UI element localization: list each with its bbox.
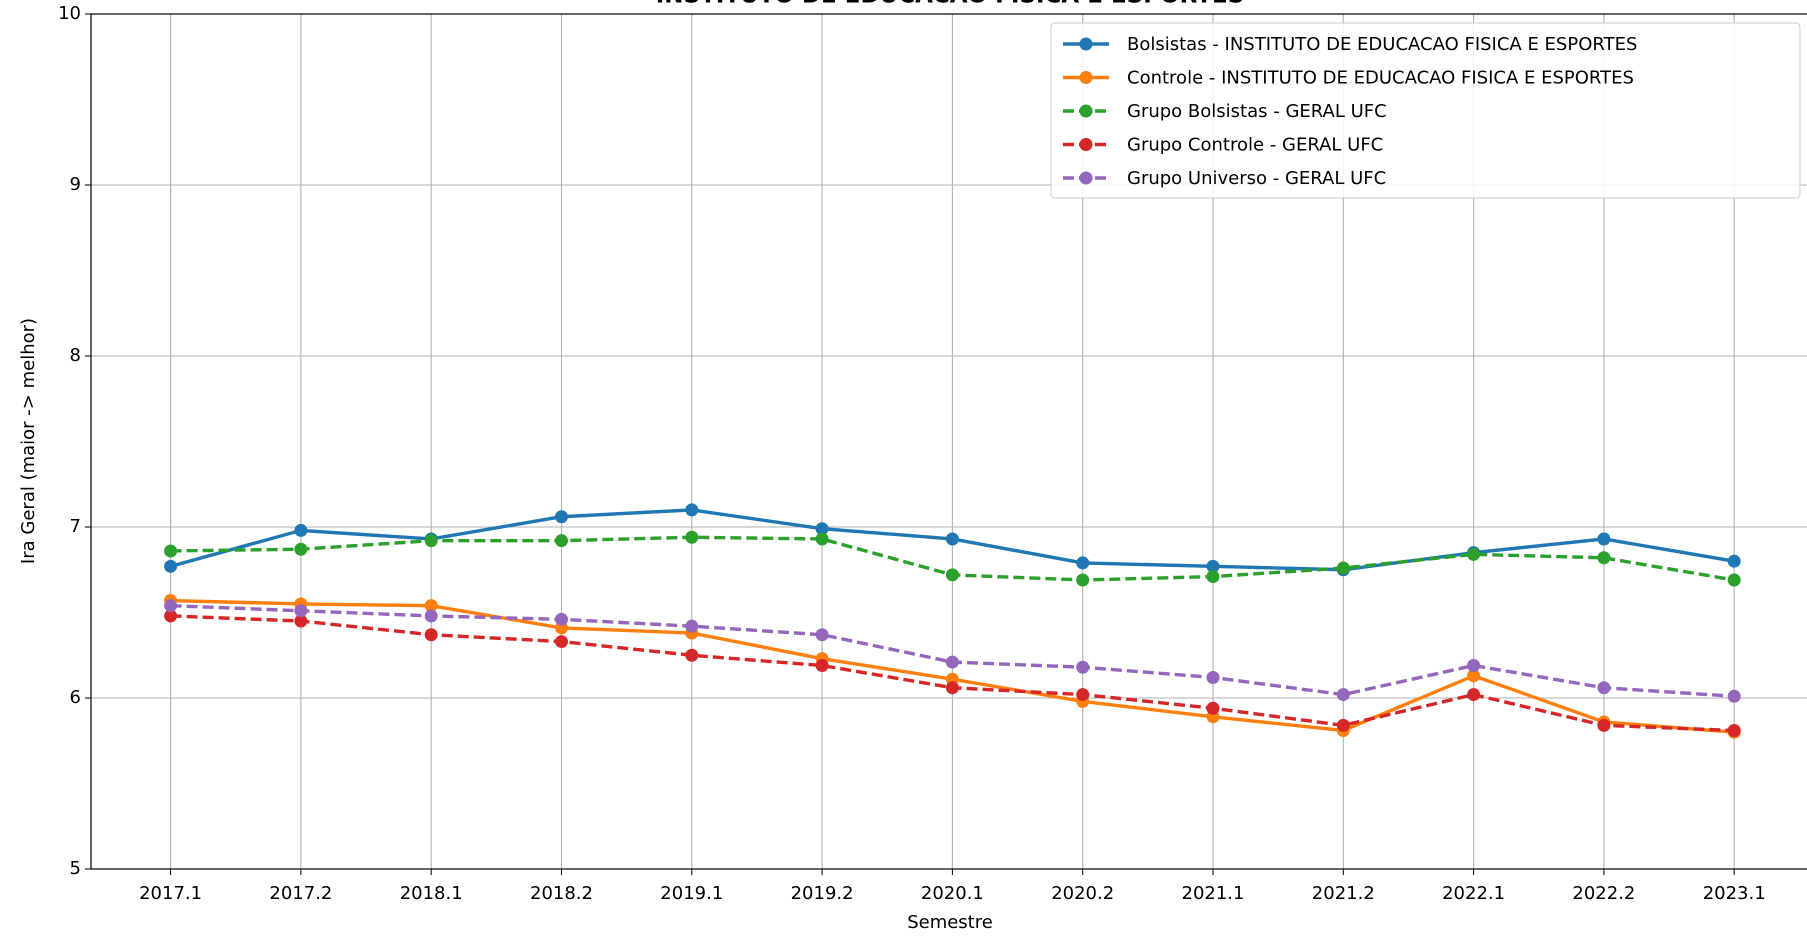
data-point bbox=[1076, 660, 1090, 674]
data-point bbox=[1206, 570, 1220, 584]
data-point bbox=[685, 619, 699, 633]
x-tick-label: 2021.1 bbox=[1182, 883, 1245, 904]
legend-box bbox=[1050, 22, 1801, 199]
data-point bbox=[945, 681, 959, 695]
data-point bbox=[294, 604, 308, 618]
data-point bbox=[1597, 718, 1611, 732]
x-tick-label: 2018.2 bbox=[530, 883, 593, 904]
y-axis-label: Ira Geral (maior -> melhor) bbox=[18, 318, 39, 564]
data-point bbox=[815, 659, 829, 673]
data-point bbox=[164, 544, 178, 558]
data-point bbox=[424, 599, 438, 613]
data-point bbox=[555, 510, 568, 524]
legend-label: Controle - INSTITUTO DE EDUCACAO FISICA … bbox=[1127, 68, 1634, 89]
data-point bbox=[1206, 670, 1220, 684]
data-point bbox=[164, 559, 178, 573]
x-tick-label: 2020.2 bbox=[1051, 883, 1114, 904]
data-point bbox=[1336, 561, 1350, 575]
data-point bbox=[1727, 554, 1741, 568]
data-point bbox=[164, 609, 178, 623]
data-point bbox=[555, 612, 568, 626]
data-point bbox=[1206, 701, 1220, 715]
data-point bbox=[1727, 723, 1741, 737]
legend-marker bbox=[1079, 71, 1093, 84]
legend-marker bbox=[1079, 37, 1093, 51]
x-axis-label: Semestre bbox=[907, 912, 993, 933]
chart-title: INSTITUTO DE EDUCACAO FISICA E ESPORTES bbox=[656, 0, 1245, 9]
data-point bbox=[424, 609, 438, 623]
data-point bbox=[294, 523, 308, 537]
data-point bbox=[685, 530, 699, 544]
data-point bbox=[945, 655, 959, 669]
data-point bbox=[555, 534, 568, 548]
data-point bbox=[1076, 556, 1090, 570]
x-tick-label: 2023.1 bbox=[1703, 883, 1766, 904]
data-point bbox=[424, 628, 438, 642]
x-tick-label: 2019.2 bbox=[791, 883, 854, 904]
data-point bbox=[1727, 689, 1741, 703]
y-tick-label: 8 bbox=[70, 345, 81, 366]
data-point bbox=[164, 599, 178, 613]
data-point bbox=[1076, 688, 1090, 702]
x-tick-label: 2019.1 bbox=[660, 883, 723, 904]
data-point bbox=[294, 614, 308, 628]
x-tick-label: 2020.1 bbox=[921, 883, 984, 904]
y-tick-label: 5 bbox=[70, 858, 81, 879]
data-point bbox=[815, 522, 829, 536]
x-tick-label: 2017.2 bbox=[269, 883, 332, 904]
data-point bbox=[1727, 573, 1741, 587]
x-tick-label: 2021.2 bbox=[1312, 883, 1375, 904]
y-tick-label: 9 bbox=[70, 174, 81, 195]
y-tick-label: 10 bbox=[58, 3, 81, 24]
legend-marker bbox=[1079, 104, 1093, 118]
data-point bbox=[1206, 559, 1220, 573]
data-point bbox=[1467, 688, 1481, 702]
legend-marker bbox=[1079, 171, 1093, 185]
data-point bbox=[1467, 669, 1481, 683]
data-point bbox=[1076, 573, 1090, 587]
legend-marker bbox=[1079, 138, 1093, 151]
y-tick-label: 7 bbox=[70, 516, 81, 537]
plot-frame bbox=[90, 13, 1807, 870]
data-point bbox=[1336, 688, 1350, 702]
data-point bbox=[555, 635, 568, 649]
y-tick-label: 6 bbox=[70, 687, 81, 708]
data-point bbox=[1597, 551, 1611, 565]
data-point bbox=[945, 532, 959, 546]
legend-label: Grupo Controle - GERAL UFC bbox=[1127, 135, 1383, 156]
data-point bbox=[294, 542, 308, 556]
data-point bbox=[685, 648, 699, 662]
data-point bbox=[815, 532, 829, 546]
data-point bbox=[1597, 532, 1611, 546]
x-tick-label: 2017.1 bbox=[139, 883, 202, 904]
data-point bbox=[685, 503, 699, 517]
x-tick-label: 2022.2 bbox=[1572, 883, 1635, 904]
data-point bbox=[424, 534, 438, 548]
data-point bbox=[1467, 547, 1481, 561]
data-point bbox=[1467, 659, 1481, 673]
x-tick-label: 2018.1 bbox=[400, 883, 463, 904]
data-point bbox=[1336, 718, 1350, 732]
legend-label: Grupo Bolsistas - GERAL UFC bbox=[1127, 101, 1387, 122]
data-point bbox=[1597, 681, 1611, 695]
legend-label: Grupo Universo - GERAL UFC bbox=[1127, 168, 1386, 189]
data-point bbox=[945, 568, 959, 582]
x-tick-label: 2022.1 bbox=[1442, 883, 1505, 904]
data-point bbox=[815, 628, 829, 642]
legend-label: Bolsistas - INSTITUTO DE EDUCACAO FISICA… bbox=[1127, 34, 1637, 55]
legend: Bolsistas - INSTITUTO DE EDUCACAO FISICA… bbox=[1050, 22, 1801, 199]
